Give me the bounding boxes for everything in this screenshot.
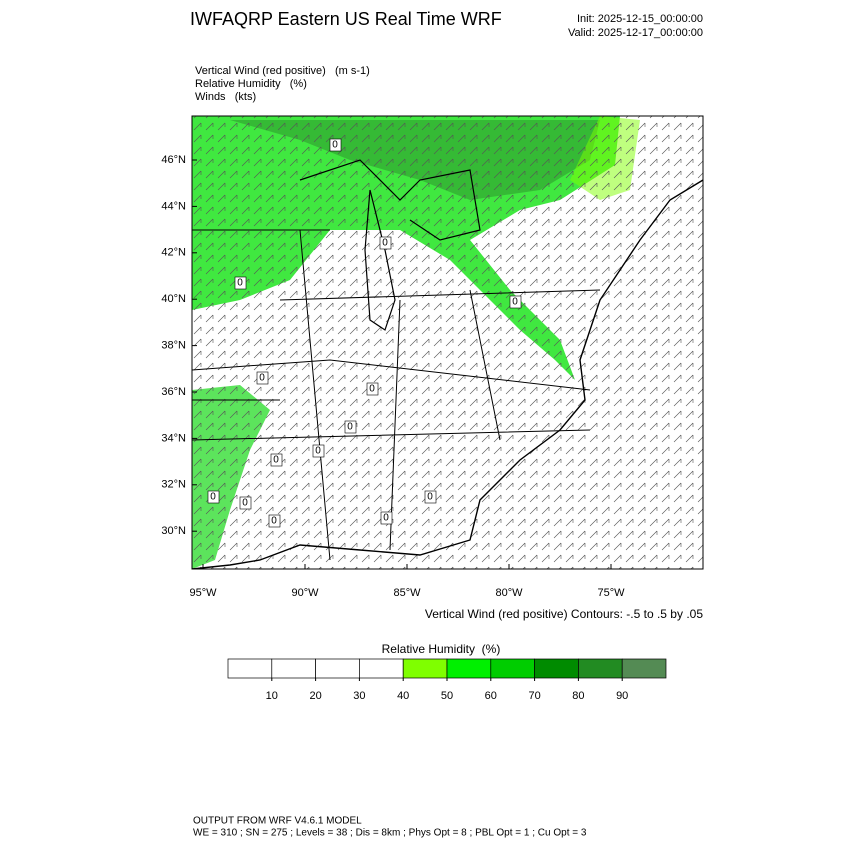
colorbar-tick-label: 70 <box>528 690 540 702</box>
contour-label-box <box>380 511 393 525</box>
contour-note: Vertical Wind (red positive) Contours: -… <box>425 607 703 621</box>
contour-label-box <box>366 382 379 396</box>
lon-label: 95°W <box>189 587 217 599</box>
contour-label-box <box>379 236 392 250</box>
field-label: Vertical Wind (red positive) (m s-1) <box>195 65 370 77</box>
colorbar-tick-label: 20 <box>309 690 321 702</box>
contour-label: 0 <box>332 140 338 151</box>
title: IWFAQRP Eastern US Real Time WRF <box>190 9 502 29</box>
lat-label: 34°N <box>161 432 186 444</box>
field-label: Winds (kts) <box>195 91 256 103</box>
lat-label: 42°N <box>161 247 186 259</box>
colorbar-box <box>315 658 360 679</box>
contour-label: 0 <box>347 422 353 433</box>
contour-label: 0 <box>383 513 389 524</box>
colorbar-tick-label: 40 <box>397 690 409 702</box>
contour-label: 0 <box>242 498 248 509</box>
state-border <box>192 229 601 561</box>
wind-barbs <box>192 116 703 569</box>
lake-outline <box>299 159 481 331</box>
contour-label: 0 <box>237 278 243 289</box>
contour-label-box <box>424 490 437 504</box>
colorbar-tick-label: 30 <box>353 690 365 702</box>
colorbar-box <box>621 658 667 679</box>
contour-label-box <box>256 371 269 385</box>
contour-label-box <box>268 514 281 528</box>
contour-label-box <box>239 496 252 510</box>
contour-label-box <box>312 444 325 458</box>
contour-label-box <box>207 490 220 504</box>
map <box>191 115 704 570</box>
field-label: Relative Humidity (%) <box>195 78 307 90</box>
colorbar-tick-label: 10 <box>266 690 278 702</box>
contour-label-box <box>509 295 522 309</box>
valid-time: Valid: 2025-12-17_00:00:00 <box>568 27 703 39</box>
colorbar-tick-label: 60 <box>485 690 497 702</box>
colorbar-tick-label: 50 <box>441 690 453 702</box>
colorbar-box <box>578 658 623 679</box>
contour-label: 0 <box>369 384 375 395</box>
colorbar-box <box>227 658 273 679</box>
lon-label: 85°W <box>393 587 421 599</box>
coastline <box>192 179 703 569</box>
colorbar-tick-label: 80 <box>572 690 584 702</box>
contour-label-box <box>344 420 357 434</box>
lat-label: 46°N <box>161 154 186 166</box>
contour-label: 0 <box>259 373 265 384</box>
contour-label-box <box>329 138 342 152</box>
colorbar-box <box>534 658 579 679</box>
contour-label: 0 <box>512 297 518 308</box>
contour-label: 0 <box>315 446 321 457</box>
colorbar-title: Relative Humidity (%) <box>382 642 501 656</box>
lat-label: 30°N <box>161 525 186 537</box>
colorbar-box <box>402 658 448 679</box>
init-time: Init: 2025-12-15_00:00:00 <box>577 13 703 25</box>
footer-line: OUTPUT FROM WRF V4.6.1 MODEL <box>193 816 362 827</box>
lat-label: 36°N <box>161 386 186 398</box>
map-frame <box>191 115 704 570</box>
contour-label-box <box>234 276 247 290</box>
colorbar-box <box>359 658 404 679</box>
contour-label: 0 <box>271 516 277 527</box>
lat-label: 40°N <box>161 293 186 305</box>
lon-label: 75°W <box>597 587 625 599</box>
colorbar-box <box>490 658 535 679</box>
contour-label-box <box>270 453 283 467</box>
lon-label: 80°W <box>495 587 523 599</box>
colorbar-box <box>446 658 492 679</box>
colorbar-tick-label: 90 <box>616 690 628 702</box>
lat-label: 44°N <box>161 200 186 212</box>
lon-label: 90°W <box>291 587 319 599</box>
contour-label: 0 <box>382 238 388 249</box>
lat-label: 32°N <box>161 479 186 491</box>
lat-label: 38°N <box>161 340 186 352</box>
colorbar-box <box>271 658 316 679</box>
contour-label: 0 <box>210 492 216 503</box>
footer-line: WE = 310 ; SN = 275 ; Levels = 38 ; Dis … <box>193 828 587 839</box>
contour-label: 0 <box>273 455 279 466</box>
contour-label: 0 <box>427 492 433 503</box>
